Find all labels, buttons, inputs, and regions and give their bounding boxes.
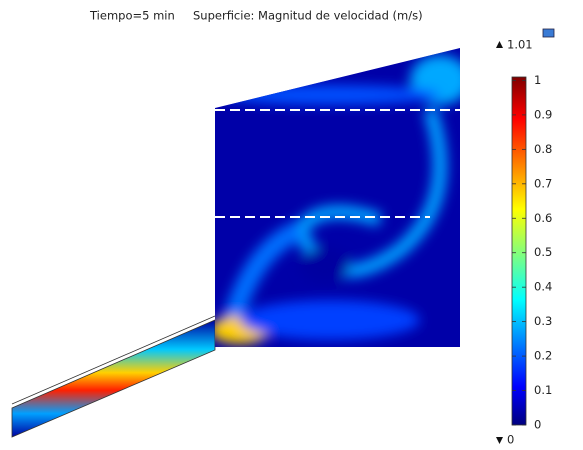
pipe-wall bbox=[11, 315, 216, 405]
time-label: Tiempo=5 min bbox=[89, 9, 175, 23]
colorbar-tick-label: 0.5 bbox=[534, 245, 552, 259]
domain bbox=[11, 48, 460, 438]
flow-field bbox=[215, 55, 460, 344]
colorbar-tick-label: 0.3 bbox=[534, 314, 552, 328]
colorbar-tick-label: 0.1 bbox=[534, 383, 552, 397]
tank bbox=[215, 48, 460, 347]
colorbar-tick-label: 0.7 bbox=[534, 176, 552, 190]
min-label: 0 bbox=[507, 433, 514, 447]
colorbar-tick-label: 0.2 bbox=[534, 349, 552, 363]
window-icon bbox=[542, 28, 555, 38]
colorbar bbox=[511, 76, 527, 426]
max-label: 1.01 bbox=[507, 38, 533, 52]
colorbar-tick-label: 0.8 bbox=[534, 142, 552, 156]
colorbar-tick-label: 0 bbox=[534, 418, 541, 432]
colorbar-tick-label: 0.6 bbox=[534, 211, 552, 225]
colorbar-tick-label: 0.4 bbox=[534, 280, 552, 294]
surface-label: Superficie: Magnitud de velocidad (m/s) bbox=[193, 9, 423, 23]
colorbar-tick-label: 0.9 bbox=[534, 107, 552, 121]
max-marker bbox=[496, 41, 503, 48]
colorbar-tick-label: 1 bbox=[534, 73, 541, 87]
inlet-pipe bbox=[11, 319, 216, 438]
min-marker bbox=[496, 437, 503, 444]
